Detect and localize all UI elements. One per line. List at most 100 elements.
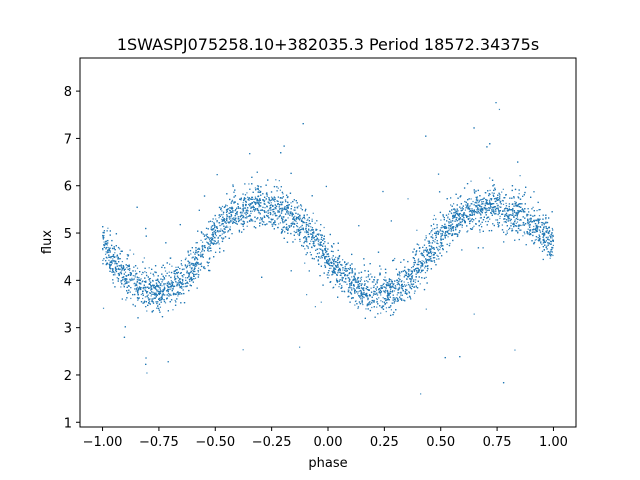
data-point: [254, 187, 257, 189]
data-point: [390, 309, 392, 311]
data-point: [530, 233, 532, 236]
data-point: [174, 299, 176, 302]
data-point: [351, 271, 353, 273]
data-point: [248, 219, 251, 222]
data-point: [458, 218, 460, 220]
data-point: [324, 265, 326, 267]
data-point: [195, 242, 197, 244]
data-point: [441, 238, 443, 240]
data-point: [116, 277, 118, 279]
data-point: [380, 300, 382, 302]
data-point: [312, 244, 315, 246]
data-point: [241, 208, 243, 210]
data-point: [499, 202, 501, 204]
data-point: [254, 198, 256, 200]
data-point: [504, 210, 506, 212]
data-point: [304, 235, 307, 238]
data-point: [325, 250, 327, 252]
data-point: [380, 294, 382, 296]
data-point: [163, 286, 166, 288]
data-point: [529, 223, 531, 225]
data-point: [248, 183, 250, 185]
data-point: [248, 199, 250, 201]
data-point: [526, 221, 529, 224]
data-point: [106, 257, 108, 259]
data-point: [396, 294, 398, 296]
data-point: [282, 208, 285, 210]
data-point: [414, 281, 417, 283]
data-point: [502, 203, 505, 205]
data-point: [294, 238, 296, 241]
data-point: [278, 180, 280, 182]
data-point: [430, 248, 432, 250]
data-point: [194, 277, 197, 279]
data-point: [205, 238, 208, 240]
data-point: [342, 259, 344, 261]
data-point: [208, 238, 211, 241]
data-point: [230, 217, 232, 219]
data-point: [436, 254, 438, 256]
data-point: [552, 244, 554, 247]
data-point: [155, 279, 157, 281]
data-point: [357, 278, 359, 280]
data-point: [484, 203, 486, 205]
data-point: [392, 285, 394, 287]
data-point: [109, 250, 111, 252]
data-point: [376, 306, 378, 308]
data-point: [227, 226, 229, 228]
data-point: [187, 264, 189, 266]
data-point: [498, 206, 500, 208]
data-point: [219, 234, 222, 237]
data-point: [121, 269, 123, 271]
data-point: [298, 205, 300, 207]
data-point: [194, 258, 196, 260]
data-point: [282, 210, 284, 212]
data-point: [519, 229, 521, 231]
data-point: [355, 279, 357, 282]
data-point: [112, 258, 114, 260]
data-point: [389, 278, 392, 281]
data-point: [330, 261, 332, 263]
data-point: [404, 292, 406, 294]
data-point: [524, 233, 526, 235]
data-point: [365, 294, 367, 297]
data-point: [246, 192, 248, 194]
data-point: [549, 257, 551, 259]
data-point: [118, 272, 120, 274]
data-point: [120, 286, 122, 288]
data-point: [184, 277, 187, 279]
data-point: [383, 278, 385, 281]
data-point: [144, 271, 146, 273]
data-point: [242, 207, 244, 209]
data-point: [388, 278, 390, 280]
data-point: [475, 217, 477, 220]
scatter-points: [102, 102, 554, 395]
data-point: [106, 242, 108, 244]
data-point: [549, 230, 551, 232]
data-point: [439, 241, 442, 244]
data-point: [146, 372, 148, 374]
data-point: [314, 306, 316, 308]
data-point: [302, 222, 304, 224]
data-point: [428, 260, 430, 262]
data-point: [359, 298, 362, 300]
data-point: [304, 222, 306, 224]
data-point: [366, 305, 368, 307]
data-point: [245, 211, 247, 213]
data-point: [453, 208, 456, 210]
data-point: [153, 275, 155, 277]
data-point: [187, 282, 189, 284]
data-point: [232, 211, 234, 213]
data-point: [551, 227, 553, 230]
data-point: [543, 239, 545, 241]
data-point: [118, 248, 121, 250]
data-point: [451, 212, 453, 215]
data-point: [384, 292, 386, 294]
data-point: [287, 217, 289, 219]
data-point: [395, 286, 397, 288]
data-point: [431, 246, 433, 248]
data-point: [527, 228, 529, 230]
data-point: [472, 213, 474, 215]
data-point: [192, 251, 195, 253]
